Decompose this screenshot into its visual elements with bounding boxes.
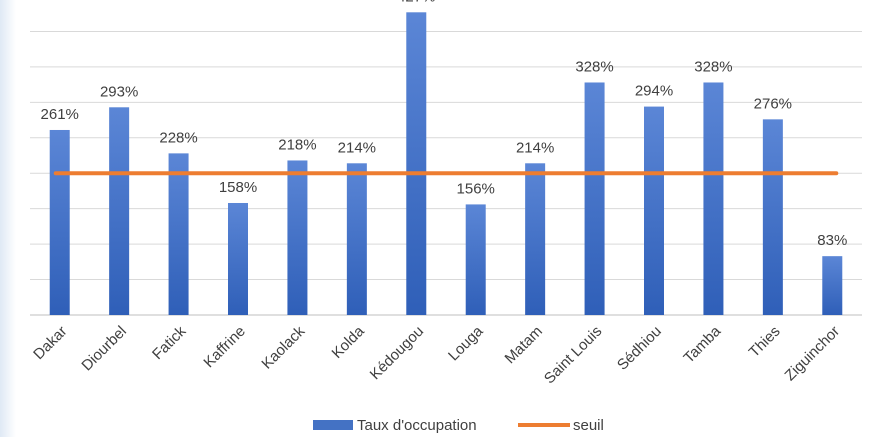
data-label: 156% — [457, 180, 495, 197]
data-label: 261% — [41, 106, 79, 123]
data-label: 214% — [516, 139, 554, 156]
data-label: 214% — [338, 139, 376, 156]
data-label: 427% — [397, 0, 435, 5]
page-edge-decoration — [0, 0, 16, 437]
bar — [584, 82, 605, 316]
data-label: 218% — [278, 136, 316, 153]
bar — [109, 107, 130, 315]
data-label: 83% — [817, 232, 847, 249]
bar — [465, 204, 486, 315]
bar — [406, 12, 427, 316]
data-label: 328% — [575, 58, 613, 75]
bar — [525, 163, 546, 315]
category-tick-label: Diourbel — [78, 323, 130, 375]
category-tick-label: Ziguinchor — [782, 323, 844, 385]
bar — [822, 256, 843, 315]
category-tick-label: Dakar — [30, 323, 70, 363]
category-tick-label: Kaolack — [258, 322, 308, 372]
category-tick-label: Kolda — [329, 322, 369, 362]
category-tick-label: Saint Louis — [541, 323, 606, 388]
category-tick-label: Sédhiou — [614, 323, 665, 374]
bar — [228, 202, 248, 315]
data-label: 228% — [159, 129, 197, 146]
bar — [49, 129, 70, 315]
category-tick-label: Kaffrine — [200, 323, 248, 371]
category-tick-label: Matam — [502, 323, 546, 367]
bar — [168, 153, 189, 315]
data-label: 158% — [219, 179, 257, 196]
bar — [762, 119, 783, 315]
category-tick-label: Kédougou — [367, 323, 427, 383]
bar — [287, 160, 308, 315]
legend-swatch-bar — [313, 420, 353, 430]
legend-label: seuil — [573, 417, 604, 434]
category-tick-label: Tamba — [680, 322, 724, 366]
category-tick-label: Louga — [445, 322, 487, 364]
data-label: 294% — [635, 83, 673, 100]
data-label: 293% — [100, 83, 138, 100]
bar — [644, 106, 664, 315]
bar — [346, 163, 367, 315]
category-tick-label: Thies — [746, 323, 784, 361]
data-label: 276% — [754, 95, 792, 112]
legend-label: Taux d'occupation — [357, 417, 477, 434]
data-label: 328% — [694, 58, 732, 75]
bar — [703, 82, 724, 316]
category-tick-label: Fatick — [149, 322, 190, 363]
